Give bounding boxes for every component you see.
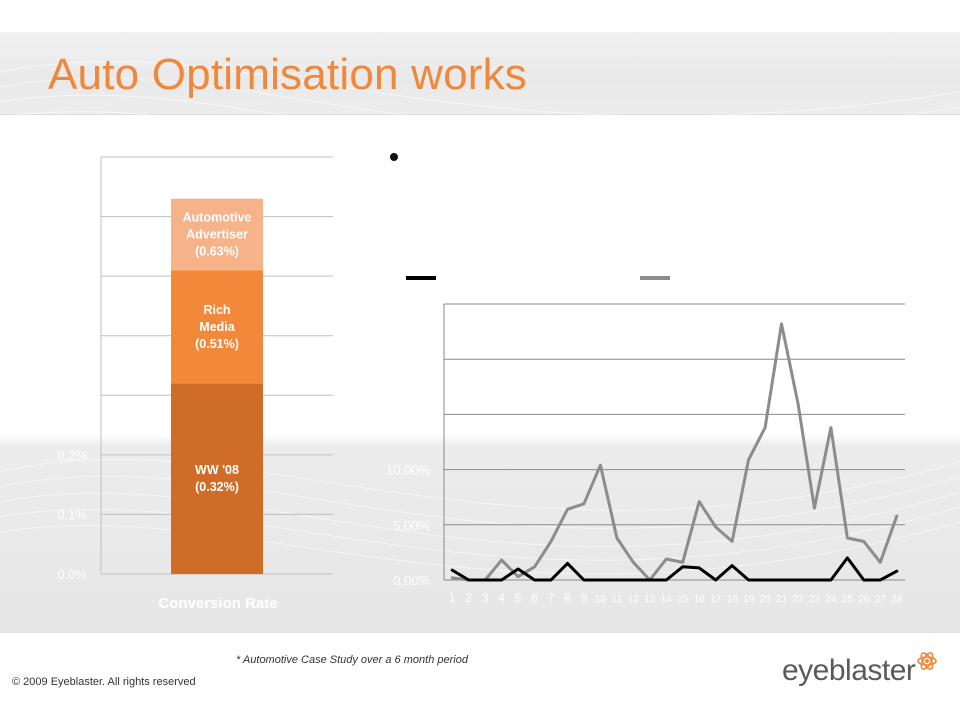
bar-segment-1	[171, 383, 263, 574]
bullet-dot-icon	[390, 153, 398, 161]
line-x-tick-labels: 1 2 3 4 5 6 7 8 9 10 11 12 13 14 15 16 17 18 19 20 21 22 23 24 2…	[449, 591, 903, 605]
line-x-tick-label: 19	[743, 594, 755, 605]
bar-chart: 0.0% 0.1% 0.2% 0.3% 0.4% 0.5% 0.6% 0.7% WW '08 (…	[57, 150, 333, 612]
line-x-tick-label: 2	[465, 591, 472, 605]
line-y-tick-label: 20,00%	[386, 352, 431, 367]
line-x-tick-label: 21	[776, 594, 788, 605]
line-x-tick-label: 24	[825, 594, 837, 605]
line-x-tick-label: 17	[710, 594, 722, 605]
line-x-tick-label: 4	[498, 591, 505, 605]
line-legend	[406, 266, 886, 290]
bar-segment-label-1: WW '08	[195, 463, 239, 477]
logo-star-icon	[917, 652, 937, 670]
bar-segment-label-2: Media	[199, 320, 235, 334]
line-x-tick-label: 27	[875, 594, 887, 605]
slide-title: Auto Optimisation works	[48, 50, 527, 99]
line-x-tick-label: 6	[531, 591, 538, 605]
line-x-tick-label: 28	[891, 594, 903, 605]
legend-swatch-series-1	[406, 276, 436, 280]
bar-y-tick-labels: 0.0% 0.1% 0.2% 0.3% 0.4% 0.5% 0.6% 0.7%	[57, 150, 87, 582]
bar-segment-label-1: (0.32%)	[195, 480, 239, 494]
bar-segment-labels: WW '08 (0.32%) Rich Media (0.51%) Automotive A…	[183, 210, 252, 494]
line-y-tick-label: 15,00%	[386, 407, 431, 422]
line-x-tick-label: 9	[581, 591, 588, 605]
bar-y-tick-label: 0.7%	[57, 150, 87, 165]
line-x-tick-label: 11	[612, 594, 623, 605]
line-x-tick-label: 23	[809, 594, 821, 605]
bullet-text: Effectiveness	[438, 143, 569, 168]
bar-segment-label-3: Automotive	[183, 210, 252, 224]
bar-y-tick-label: 0.2%	[57, 448, 87, 463]
bar-segments	[171, 198, 263, 574]
logo-wordmark: eyeblaster	[782, 654, 916, 687]
line-x-tick-label: 5	[515, 591, 522, 605]
bar-segment-label-3: (0.63%)	[195, 244, 239, 258]
footer-divider	[0, 632, 960, 633]
line-x-tick-label: 14	[661, 594, 673, 605]
bar-y-tick-label: 0.0%	[57, 567, 87, 582]
bullet-point: Effectiveness	[390, 143, 930, 183]
bar-segment-label-2: (0.51%)	[195, 337, 239, 351]
bar-y-tick-label: 0.5%	[57, 269, 87, 284]
line-x-tick-label: 8	[564, 591, 571, 605]
line-x-tick-label: 15	[677, 594, 689, 605]
legend-swatch-series-2	[640, 276, 670, 280]
bar-y-tick-label: 0.6%	[57, 210, 87, 225]
bar-y-tick-label: 0.4%	[57, 329, 87, 344]
line-y-tick-label: 25,00%	[386, 297, 431, 312]
line-x-tick-label: 22	[792, 594, 804, 605]
footnote: * Automotive Case Study over a 6 month p…	[236, 654, 468, 666]
line-x-tick-label: 12	[628, 594, 640, 605]
bar-segment-3	[171, 198, 263, 271]
line-x-tick-label: 25	[842, 594, 854, 605]
line-y-tick-label: 5,00%	[393, 518, 430, 533]
eyeblaster-logo: eyeblaster	[782, 648, 946, 692]
line-y-tick-label: 10,00%	[386, 463, 431, 478]
line-x-tick-label: 26	[858, 594, 870, 605]
bar-segment-label-3: Advertiser	[186, 227, 248, 241]
line-series-1	[450, 556, 899, 582]
bar-segment-2	[171, 270, 263, 384]
line-y-tick-labels: 0,00% 5,00% 10,00% 15,00% 20,00% 25,00%	[386, 297, 431, 588]
line-x-tick-label: 10	[595, 594, 607, 605]
bar-y-tick-label: 0.1%	[57, 507, 87, 522]
bar-segment-label-2: Rich	[203, 303, 230, 317]
bar-y-tick-label: 0.3%	[57, 388, 87, 403]
line-x-tick-label: 18	[727, 594, 739, 605]
copyright: © 2009 Eyeblaster. All rights reserved	[12, 676, 196, 688]
line-series-2	[450, 322, 899, 582]
bar-x-axis-label: Conversion Rate	[158, 595, 277, 612]
line-gridlines	[443, 303, 905, 581]
line-x-tick-label: 7	[548, 591, 555, 605]
line-x-tick-label: 1	[449, 591, 456, 605]
line-x-tick-label: 13	[644, 594, 656, 605]
line-y-tick-label: 0,00%	[393, 573, 430, 588]
line-x-tick-label: 20	[759, 594, 771, 605]
line-x-tick-label: 3	[482, 591, 489, 605]
line-x-tick-label: 16	[694, 594, 706, 605]
line-series	[450, 322, 899, 582]
